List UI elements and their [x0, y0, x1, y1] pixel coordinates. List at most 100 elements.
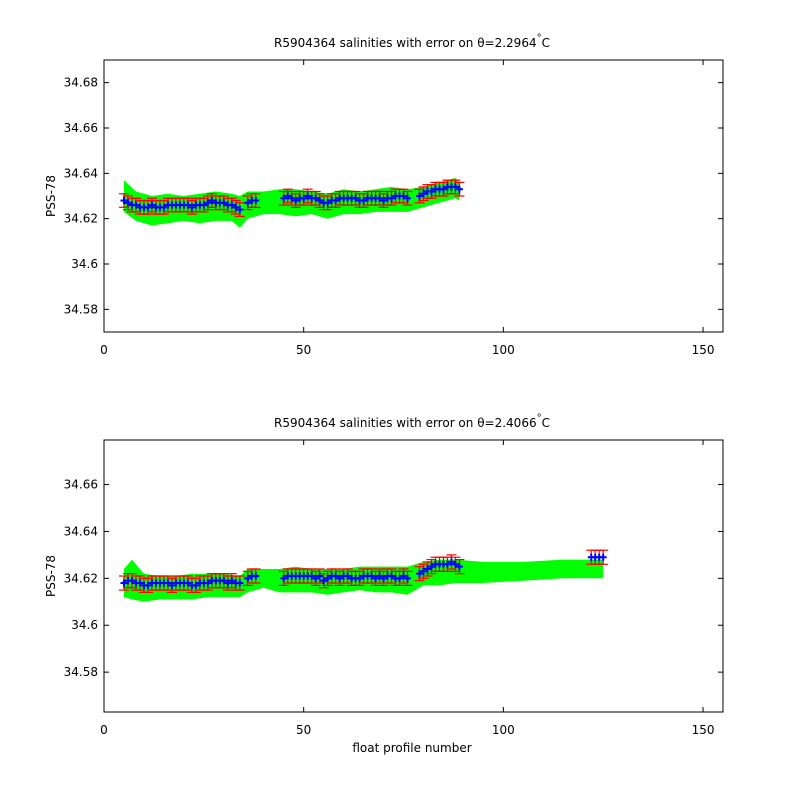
- chart-top-data-point: [160, 203, 168, 211]
- chart-top-data-point: [292, 197, 300, 205]
- chart-bottom-data-point: [400, 572, 408, 580]
- chart-top-data-point: [304, 192, 312, 200]
- chart-bottom-data-point: [599, 553, 607, 561]
- chart-top-data-point: [439, 185, 447, 193]
- chart-top-data-point: [148, 201, 156, 209]
- chart-top-xtick-label: 150: [692, 343, 715, 357]
- chart-bottom-data-point: [192, 581, 200, 589]
- chart-bottom-data-point: [320, 577, 328, 585]
- chart-bottom-data-point: [356, 574, 364, 582]
- chart-bottom-data-point: [396, 574, 404, 582]
- chart-top-ytick-label: 34.64: [64, 166, 98, 180]
- chart-bottom-data-point: [164, 579, 172, 587]
- chart-top-xtick-label: 50: [296, 343, 311, 357]
- chart-bottom-data-point: [220, 577, 228, 585]
- chart-bottom-data-point: [136, 579, 144, 587]
- chart-top-data-point: [427, 187, 435, 195]
- chart-top-data-point: [280, 194, 288, 202]
- chart-bottom-data-point: [447, 558, 455, 566]
- chart-top-data-point: [352, 194, 360, 202]
- chart-bottom-xtick-label: 50: [296, 723, 311, 737]
- chart-top-data-point: [232, 203, 240, 211]
- chart-top-title: R5904364 salinities with error on θ=2.29…: [274, 33, 550, 50]
- chart-bottom-data-point: [336, 574, 344, 582]
- chart-bottom-ytick-label: 34.58: [64, 665, 98, 679]
- chart-bottom-data-point: [376, 572, 384, 580]
- chart-bottom-data-point: [451, 560, 459, 568]
- chart-top-ytick-label: 34.68: [64, 76, 98, 90]
- chart-bottom-data-point: [332, 572, 340, 580]
- chart-bottom-data-point: [244, 574, 252, 582]
- chart-bottom-data-point: [443, 560, 451, 568]
- chart-top-data-point: [252, 197, 260, 205]
- chart-bottom-data-point: [455, 563, 463, 571]
- chart-bottom-data-point: [128, 577, 136, 585]
- chart-top-ytick-label: 34.58: [64, 302, 98, 316]
- chart-top-xtick-label: 100: [492, 343, 515, 357]
- chart-top-data-point: [376, 194, 384, 202]
- chart-bottom-data-point: [204, 579, 212, 587]
- chart-top-data-point: [360, 197, 368, 205]
- chart-top-data-point: [300, 194, 308, 202]
- chart-bottom-data-point: [236, 579, 244, 587]
- chart-top-data-point: [380, 197, 388, 205]
- chart-bottom-data-point: [252, 572, 260, 580]
- chart-bottom-data-point: [144, 581, 152, 589]
- chart-top-data-point: [120, 197, 128, 205]
- chart-top-data-point: [124, 199, 132, 207]
- chart-bottom-ytick-label: 34.6: [71, 618, 98, 632]
- chart-bottom-data-point: [324, 574, 332, 582]
- chart-bottom-data-point: [344, 572, 352, 580]
- chart-bottom-data-point: [224, 579, 232, 587]
- chart-bottom-xtick-label: 150: [692, 723, 715, 737]
- chart-top-data-point: [208, 197, 216, 205]
- chart-top-xtick-label: 0: [100, 343, 108, 357]
- chart-top-data-point: [220, 199, 228, 207]
- chart-bottom: R5904364 salinities with error on θ=2.40…: [44, 413, 724, 755]
- chart-bottom-data-point: [372, 574, 380, 582]
- chart-bottom-ytick-label: 34.64: [64, 524, 98, 538]
- chart-bottom-ytick-label: 34.66: [64, 478, 98, 492]
- chart-bottom-data-point: [308, 572, 316, 580]
- chart-bottom-data-point: [228, 577, 236, 585]
- chart-top-data-point: [316, 197, 324, 205]
- chart-top-data-point: [204, 199, 212, 207]
- chart-top-data-point: [228, 201, 236, 209]
- chart-top-data-point: [144, 203, 152, 211]
- chart-top-data-point: [188, 203, 196, 211]
- chart-top-ytick-label: 34.62: [64, 212, 98, 226]
- chart-bottom-data-point: [419, 567, 427, 575]
- chart-top-data-point: [388, 194, 396, 202]
- chart-top-data-point: [312, 194, 320, 202]
- chart-top-ytick-label: 34.6: [71, 257, 98, 271]
- chart-bottom-xtick-label: 100: [492, 723, 515, 737]
- chart-top-data-point: [415, 192, 423, 200]
- chart-bottom-data-point: [368, 572, 376, 580]
- chart-bottom-ytick-label: 34.62: [64, 571, 98, 585]
- chart-top-data-point: [288, 194, 296, 202]
- chart-bottom-data-point: [184, 579, 192, 587]
- chart-bottom-data-point: [388, 572, 396, 580]
- chart-bottom-xlabel: float profile number: [352, 741, 471, 755]
- chart-top-data-point: [324, 199, 332, 207]
- chart-top-ylabel: PSS-78: [44, 175, 58, 217]
- chart-top-data-point: [284, 192, 292, 200]
- chart-bottom-data-point: [280, 574, 288, 582]
- chart-bottom-data-point: [415, 570, 423, 578]
- chart-top-data-point: [132, 201, 140, 209]
- chart-bottom-data-point: [120, 579, 128, 587]
- chart-bottom-ylabel: PSS-78: [44, 555, 58, 597]
- chart-top-data-point: [236, 206, 244, 214]
- chart-top-data-point: [400, 192, 408, 200]
- chart-bottom-data-point: [423, 565, 431, 573]
- chart-bottom-data-point: [404, 574, 412, 582]
- chart-top-data-point: [200, 201, 208, 209]
- chart-top-data-point: [455, 185, 463, 193]
- chart-bottom-data-point: [168, 581, 176, 589]
- chart-bottom-data-point: [427, 563, 435, 571]
- chart-top-data-point: [404, 194, 412, 202]
- chart-top-data-point: [451, 183, 459, 191]
- chart-top-ytick-label: 34.66: [64, 121, 98, 135]
- chart-bottom-data-point: [380, 574, 388, 582]
- chart-top-data-point: [419, 190, 427, 198]
